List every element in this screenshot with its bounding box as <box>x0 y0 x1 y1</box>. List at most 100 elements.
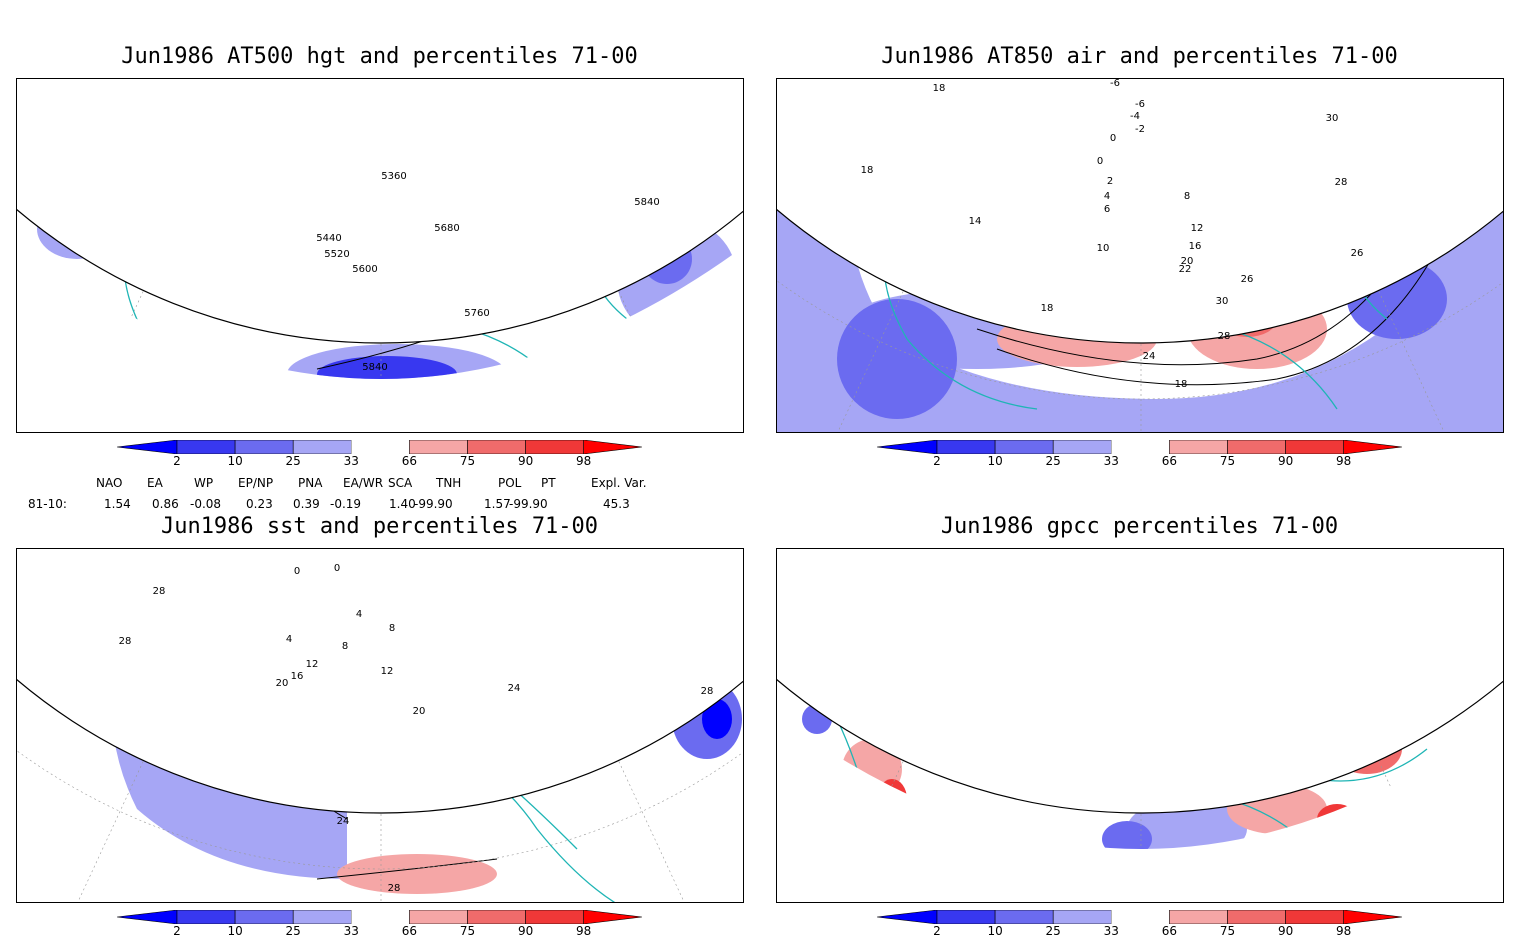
map-panel-hgt500: 5360 5440 5520 5600 5680 5760 5840 5840 <box>16 78 744 433</box>
contour-label: 5760 <box>464 308 489 319</box>
colorbar-segment <box>467 440 526 454</box>
contour-label: 10 <box>1097 243 1110 254</box>
colorbar-segment <box>1052 440 1112 454</box>
colorbar-graphic <box>117 440 642 454</box>
shade-high <box>612 589 662 639</box>
shade-high <box>957 169 1077 249</box>
colorbar-arrow-right <box>1343 440 1402 454</box>
contour-label: 20 <box>1181 256 1194 267</box>
shade-high <box>212 256 282 292</box>
shade-low <box>37 199 117 259</box>
contour-label: 24 <box>337 816 350 827</box>
map-panel-air850: -6 -6 -4 -2 0 0 2 4 6 8 10 12 14 16 18 1… <box>776 78 1504 433</box>
contour-label: 4 <box>286 634 292 645</box>
colorbar-segment <box>1227 440 1286 454</box>
colorbar-segment <box>936 440 996 454</box>
colorbar-tick-label: 75 <box>1219 454 1236 468</box>
contour-label: 28 <box>388 883 401 894</box>
index-header: PT <box>541 476 556 490</box>
contour-label: -6 <box>1110 79 1120 89</box>
shade-low <box>262 174 342 224</box>
shade-high <box>1122 174 1232 284</box>
colorbar-segment <box>1285 910 1345 924</box>
index-value: 0.23 <box>246 497 273 511</box>
colorbar-tick-label: 90 <box>1277 924 1294 938</box>
index-header: TNH <box>436 476 462 490</box>
colorbar-segment <box>292 910 352 924</box>
map-panel-sst: 0 0 4 4 8 8 12 12 16 20 20 24 24 28 28 2… <box>16 548 744 903</box>
colorbar-tick-label: 90 <box>1277 454 1294 468</box>
index-value: -99.90 <box>414 497 453 511</box>
colorbar-segment <box>1169 910 1228 924</box>
contour-label: 18 <box>861 165 874 176</box>
colorbar-tick-label: 33 <box>1103 454 1119 468</box>
colorbar-tick-label: 25 <box>285 454 301 468</box>
shade-low <box>1022 174 1092 224</box>
contour-label: 12 <box>306 659 319 670</box>
contour-label: 2 <box>1107 176 1113 187</box>
shade-low <box>337 549 387 571</box>
shade-low <box>322 634 412 694</box>
colorbar-arrow-right <box>1343 910 1402 924</box>
colorbar-tick-label: 2 <box>933 454 941 468</box>
colorbar-tick-label: 90 <box>517 924 534 938</box>
index-header: EA <box>147 476 163 490</box>
index-row-label: 81-10: <box>28 497 67 511</box>
colorbar-tick-label: 75 <box>459 924 476 938</box>
contour-label: 30 <box>1216 296 1229 307</box>
colorbar-segment <box>176 910 236 924</box>
colorbar-segment <box>1052 910 1112 924</box>
colorbar-segment <box>1285 440 1345 454</box>
shade-high <box>467 694 527 724</box>
contour-label: 8 <box>342 641 348 652</box>
panel-1-title: Jun1986 AT500 hgt and percentiles 71-00 <box>121 44 638 69</box>
colorbar-segment <box>1169 440 1228 454</box>
colorbar-tick-label: 33 <box>343 454 359 468</box>
shade-low <box>312 549 412 589</box>
colorbar-tick-label: 25 <box>1045 454 1061 468</box>
shade-low <box>227 154 407 264</box>
contour-label: 12 <box>1191 223 1204 234</box>
index-header: PNA <box>298 476 323 490</box>
colorbar-tick-label: 98 <box>1336 924 1352 938</box>
shade-low <box>1347 259 1447 339</box>
colorbar-segment <box>994 440 1054 454</box>
panel-4-title: Jun1986 gpcc percentiles 71-00 <box>940 514 1339 539</box>
colorbar-tick-label: 33 <box>1103 924 1119 938</box>
shade-high <box>177 634 337 714</box>
colorbar-segment <box>409 440 468 454</box>
colorbar-segment <box>1227 910 1286 924</box>
contour-label: 5600 <box>352 264 377 275</box>
colorbar-segment <box>936 910 996 924</box>
colorbar-segment <box>1111 910 1170 924</box>
contour-label: 0 <box>1110 133 1116 144</box>
contour-label: 4 <box>356 609 362 620</box>
contour-label: 0 <box>294 566 300 577</box>
contour-label: 8 <box>389 623 395 634</box>
colorbar-tick-label: 25 <box>1045 924 1061 938</box>
index-value: -99.90 <box>509 497 548 511</box>
contour-label: 20 <box>413 706 426 717</box>
index-value: 1.57 <box>484 497 511 511</box>
contour-label: 18 <box>1041 303 1054 314</box>
contour-label: 0 <box>1097 156 1103 167</box>
colorbar-segment <box>994 910 1054 924</box>
shade-high <box>1187 289 1327 369</box>
contour-label: 18 <box>1175 379 1188 390</box>
index-header: SCA <box>388 476 413 490</box>
contour-label: 5440 <box>316 233 341 244</box>
colorbar-3: 2 10 25 33 66 75 90 98 <box>117 910 642 938</box>
colorbar-arrow-left <box>877 910 938 924</box>
contour-label: -4 <box>1130 111 1140 122</box>
index-value: 1.40 <box>389 497 416 511</box>
contour-label: 5680 <box>434 223 459 234</box>
colorbar-arrow-left <box>117 910 178 924</box>
shade-low <box>702 699 732 739</box>
colorbar-graphic <box>877 440 1402 454</box>
colorbar-arrow-right <box>583 440 642 454</box>
contour-label: 24 <box>508 683 521 694</box>
contour-label: 5840 <box>634 197 659 208</box>
contour-label: 6 <box>1104 204 1110 215</box>
map-air850: -6 -6 -4 -2 0 0 2 4 6 8 10 12 14 16 18 1… <box>777 79 1503 432</box>
contour-label: 5520 <box>324 249 349 260</box>
